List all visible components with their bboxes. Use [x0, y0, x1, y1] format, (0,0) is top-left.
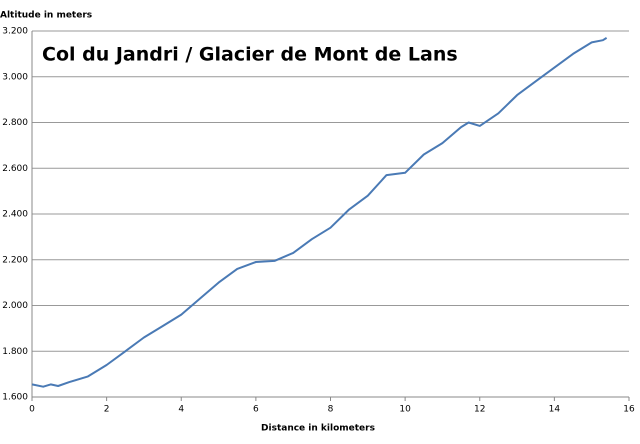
x-tick-label: 6	[253, 405, 259, 415]
chart-title: Col du Jandri / Glacier de Mont de Lans	[42, 44, 458, 66]
y-tick-label: 2.600	[2, 164, 28, 174]
x-tick-label: 2	[104, 405, 110, 415]
x-tick-label: 14	[549, 405, 561, 415]
x-tick-label: 4	[178, 405, 184, 415]
y-tick-label: 2.200	[2, 255, 28, 265]
x-tick-label: 16	[623, 405, 635, 415]
y-tick-label: 2.800	[2, 118, 28, 128]
x-tick-label: 0	[29, 405, 35, 415]
x-tick-label: 8	[328, 405, 334, 415]
y-axis-label: Altitude in meters	[0, 11, 92, 21]
line-series	[31, 37, 608, 388]
y-tick-label: 3.200	[2, 27, 28, 37]
x-tick-label: 10	[399, 405, 411, 415]
y-tick-label: 1.800	[2, 347, 28, 357]
x-axis-label: Distance in kilometers	[261, 424, 375, 434]
x-tick-label: 12	[474, 405, 485, 415]
y-tick-label: 3.000	[2, 72, 28, 82]
y-tick-label: 2.000	[2, 301, 28, 311]
y-tick-label: 2.400	[2, 210, 28, 220]
y-tick-label: 1.600	[2, 393, 28, 403]
